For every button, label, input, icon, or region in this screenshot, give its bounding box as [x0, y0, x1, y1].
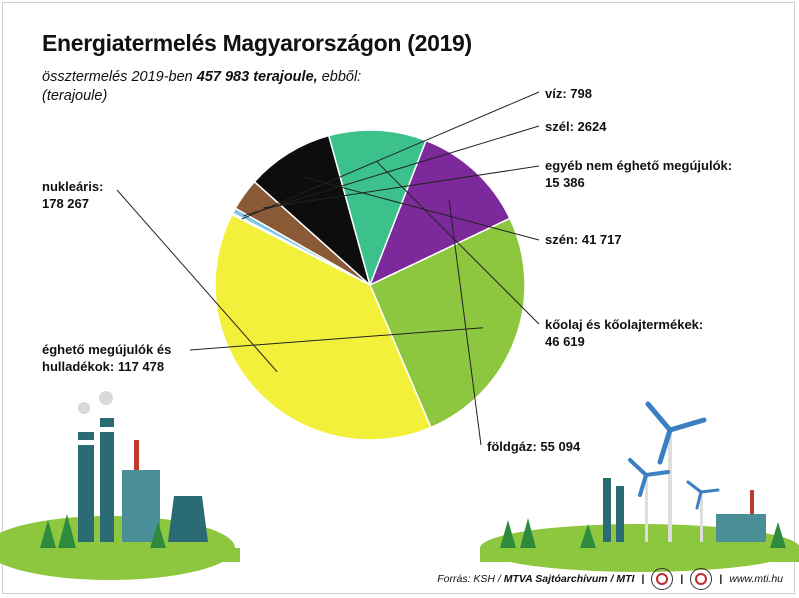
slice-label-value: hulladékok: 117 478	[42, 359, 165, 374]
mtva-logo-icon	[651, 568, 674, 590]
chart-subtitle: össztermelés 2019-ben 457 983 terajoule,…	[42, 68, 442, 106]
slice-label-line: egyéb nem éghető megújulók:	[545, 158, 733, 173]
slice-label: víz: 798	[545, 85, 592, 102]
slice-label: egyéb nem éghető megújulók: 15 386	[545, 157, 732, 191]
slice-label-value: 46 619	[545, 334, 585, 349]
footer: Forrás: KSH / MTVA Sajtóarchívum / MTI |…	[437, 568, 783, 590]
wind-turbine-illustration	[480, 401, 799, 572]
pie-slice	[253, 134, 372, 288]
slice-label-line: kőolaj és kőolajtermékek:	[545, 317, 704, 332]
pie-slice	[368, 139, 511, 287]
leader-line	[241, 91, 540, 220]
leader-line	[243, 125, 540, 217]
leader-lines	[116, 91, 540, 446]
subtitle-unit: (terajoule)	[42, 88, 108, 104]
pie-slice	[214, 213, 432, 441]
slice-label: földgáz: 55 094	[487, 438, 580, 455]
subtitle-suffix: ebből:	[317, 69, 362, 85]
footer-url: www.mti.hu	[729, 573, 783, 585]
slice-label-line: nukleáris:	[42, 179, 104, 194]
leader-line	[189, 327, 484, 351]
chart-title: Energiatermelés Magyarországon (2019)	[42, 30, 472, 56]
slice-label: szén: 41 717	[545, 231, 622, 248]
subtitle-total: 457 983 terajoule,	[196, 69, 318, 85]
slice-label-value: 178 267	[42, 196, 89, 211]
slice-label: kőolaj és kőolajtermékek: 46 619	[545, 316, 703, 350]
subtitle-prefix: össztermelés 2019-ben	[42, 69, 197, 85]
footer-source: Forrás: KSH / MTVA Sajtóarchívum / MTI	[437, 573, 635, 585]
pie-slice	[327, 129, 428, 288]
leader-line	[448, 199, 482, 446]
slice-label-value: 15 386	[545, 175, 585, 190]
leader-line	[263, 165, 540, 209]
leader-line	[375, 160, 540, 325]
slice-label-text: szél: 2624	[545, 119, 607, 134]
slice-label-text: földgáz: 55 094	[487, 439, 581, 454]
leader-line	[116, 189, 278, 373]
power-plant-illustration	[0, 391, 240, 580]
slice-label-line: éghető megújulók és	[42, 342, 172, 357]
footer-separator: |	[680, 573, 684, 585]
slice-label: szél: 2624	[545, 118, 606, 135]
footer-separator: |	[719, 573, 723, 585]
mti-logo-icon	[690, 568, 713, 590]
pie-slices	[214, 129, 526, 441]
slice-label: éghető megújulók és hulladékok: 117 478	[42, 341, 171, 375]
footer-separator: |	[641, 573, 645, 585]
slice-label: nukleáris: 178 267	[42, 178, 103, 212]
leader-line	[302, 176, 540, 241]
slice-label-text: szén: 41 717	[545, 232, 622, 247]
slice-label-text: víz: 798	[545, 86, 592, 101]
